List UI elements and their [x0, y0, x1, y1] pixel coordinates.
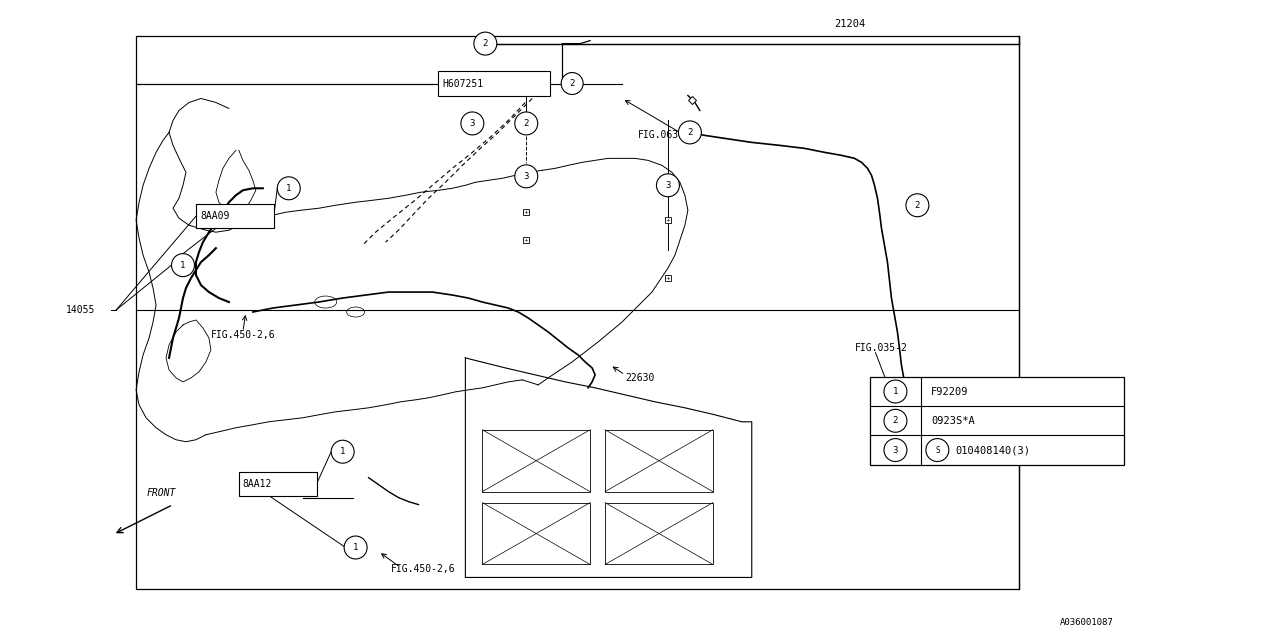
- Text: F92209: F92209: [932, 387, 969, 397]
- Text: 1: 1: [353, 543, 358, 552]
- Bar: [136, 36, 1019, 589]
- Text: 0923S*A: 0923S*A: [932, 416, 975, 426]
- Text: H607251: H607251: [443, 79, 484, 88]
- Text: 2: 2: [483, 39, 488, 48]
- Text: +: +: [524, 237, 529, 243]
- Bar: [239, 472, 316, 495]
- Text: 2: 2: [570, 79, 575, 88]
- Text: +: +: [666, 218, 671, 223]
- Circle shape: [332, 440, 355, 463]
- Text: FRONT: FRONT: [146, 488, 175, 498]
- Circle shape: [515, 112, 538, 135]
- Bar: [439, 70, 550, 97]
- Circle shape: [172, 253, 195, 276]
- Text: 22630: 22630: [625, 373, 654, 383]
- Text: FIG.063-3: FIG.063-3: [637, 131, 691, 140]
- Circle shape: [925, 438, 948, 461]
- Circle shape: [678, 121, 701, 144]
- Text: 1: 1: [180, 260, 186, 269]
- Circle shape: [884, 380, 908, 403]
- Bar: [483, 502, 590, 564]
- Text: 21204: 21204: [835, 19, 865, 29]
- Circle shape: [474, 32, 497, 55]
- Circle shape: [461, 112, 484, 135]
- Circle shape: [884, 410, 908, 432]
- Circle shape: [884, 438, 908, 461]
- Text: +: +: [666, 276, 671, 280]
- Text: FIG.450-2,6: FIG.450-2,6: [390, 564, 456, 575]
- Bar: [605, 502, 713, 564]
- Bar: [869, 377, 1124, 465]
- Text: S: S: [936, 445, 940, 454]
- Text: 14055: 14055: [67, 305, 96, 315]
- Text: FIG.035-2: FIG.035-2: [855, 343, 908, 353]
- Text: 1: 1: [892, 387, 899, 396]
- Circle shape: [657, 174, 680, 196]
- Circle shape: [278, 177, 301, 200]
- Text: +: +: [524, 210, 529, 215]
- Text: 2: 2: [892, 416, 899, 426]
- Text: 2: 2: [687, 128, 692, 137]
- Circle shape: [515, 165, 538, 188]
- Text: 3: 3: [892, 445, 899, 454]
- Text: 3: 3: [524, 172, 529, 181]
- Circle shape: [344, 536, 367, 559]
- Text: 2: 2: [524, 119, 529, 128]
- Bar: [196, 204, 274, 228]
- Bar: [605, 430, 713, 492]
- Circle shape: [906, 194, 929, 217]
- Text: 3: 3: [666, 180, 671, 190]
- Text: 010408140(3): 010408140(3): [955, 445, 1030, 455]
- Text: FIG.450-2,6: FIG.450-2,6: [211, 330, 275, 340]
- Text: 3: 3: [470, 119, 475, 128]
- Text: 2: 2: [915, 201, 920, 210]
- Text: 1: 1: [340, 447, 346, 456]
- Text: 8AA09: 8AA09: [200, 211, 229, 221]
- Text: A036001087: A036001087: [1060, 618, 1114, 627]
- Bar: [483, 430, 590, 492]
- Circle shape: [561, 72, 584, 95]
- Text: 8AA12: 8AA12: [243, 479, 273, 489]
- Text: 1: 1: [285, 184, 292, 193]
